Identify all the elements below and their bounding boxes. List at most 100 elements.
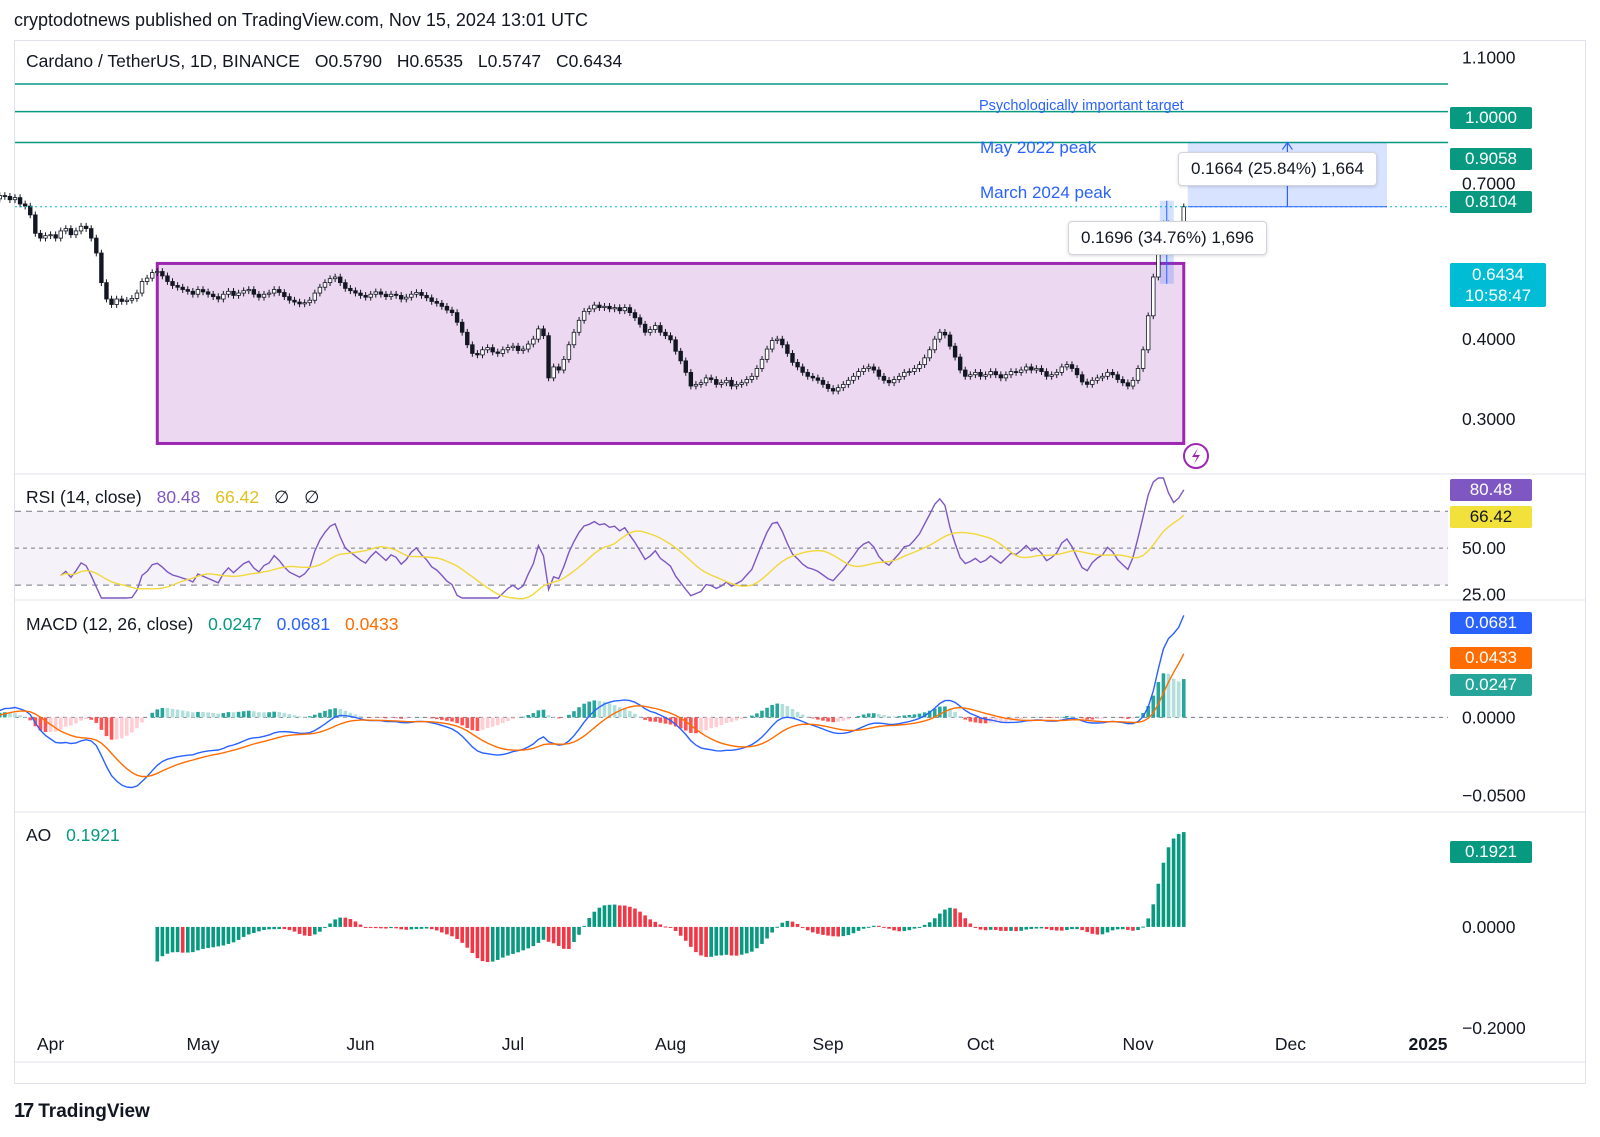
candle[interactable] (1008, 371, 1014, 376)
candle[interactable] (343, 282, 348, 289)
candle[interactable] (754, 368, 760, 377)
candle[interactable] (1140, 349, 1146, 369)
candle[interactable] (180, 286, 185, 290)
candle[interactable] (327, 278, 333, 284)
candle[interactable] (1049, 374, 1054, 377)
candle[interactable] (531, 338, 536, 345)
candle[interactable] (805, 371, 810, 377)
candle[interactable] (907, 371, 912, 373)
candle[interactable] (1125, 382, 1131, 387)
candle[interactable] (922, 357, 927, 366)
candle[interactable] (358, 292, 363, 296)
candle[interactable] (160, 271, 165, 277)
candle[interactable] (520, 348, 526, 351)
candle[interactable] (195, 289, 201, 295)
candle[interactable] (63, 228, 69, 232)
candle[interactable] (505, 347, 511, 351)
candle[interactable] (836, 387, 841, 392)
candle[interactable] (963, 369, 968, 377)
candle[interactable] (373, 291, 378, 295)
candle[interactable] (917, 364, 922, 369)
candle[interactable] (216, 296, 221, 300)
candle[interactable] (277, 289, 282, 293)
candle[interactable] (83, 225, 89, 229)
candle[interactable] (622, 307, 627, 312)
candle[interactable] (683, 360, 688, 373)
candle[interactable] (292, 299, 297, 303)
candle[interactable] (896, 375, 902, 380)
candle[interactable] (1029, 366, 1034, 371)
candle[interactable] (1024, 366, 1029, 371)
candle[interactable] (404, 296, 409, 300)
candle[interactable] (185, 289, 190, 292)
candle[interactable] (515, 345, 521, 351)
candle[interactable] (1115, 374, 1120, 380)
candle[interactable] (541, 328, 546, 337)
candle[interactable] (119, 298, 124, 302)
candle[interactable] (1110, 371, 1115, 376)
candle[interactable] (332, 276, 338, 280)
candle[interactable] (653, 325, 658, 330)
candle[interactable] (1013, 371, 1019, 373)
candle[interactable] (1145, 315, 1151, 351)
candle[interactable] (571, 331, 577, 346)
candle[interactable] (388, 293, 394, 298)
candle[interactable] (1135, 368, 1141, 381)
candle[interactable] (53, 234, 58, 239)
candle[interactable] (1095, 377, 1100, 381)
candle[interactable] (876, 369, 882, 377)
candle[interactable] (200, 289, 206, 293)
candle[interactable] (957, 356, 963, 371)
candle[interactable] (526, 343, 531, 350)
candle[interactable] (190, 290, 196, 295)
candle[interactable] (22, 203, 28, 207)
candle[interactable] (312, 292, 318, 301)
candle[interactable] (302, 302, 307, 305)
candle[interactable] (536, 328, 541, 340)
candle[interactable] (1039, 368, 1044, 372)
candle[interactable] (775, 338, 780, 341)
candle[interactable] (856, 371, 861, 377)
candle[interactable] (490, 347, 495, 353)
candle[interactable] (338, 276, 343, 284)
candle[interactable] (1018, 369, 1024, 373)
footer-logo[interactable]: 17 TradingView (14, 1100, 150, 1123)
candle[interactable] (1074, 368, 1080, 376)
candle[interactable] (124, 299, 129, 302)
candle[interactable] (236, 292, 241, 296)
candle[interactable] (58, 230, 63, 239)
candle[interactable] (561, 358, 567, 371)
candle[interactable] (556, 366, 561, 371)
candle[interactable] (703, 377, 709, 384)
candle[interactable] (866, 366, 871, 369)
candle[interactable] (708, 377, 714, 380)
candle[interactable] (38, 232, 43, 239)
candle[interactable] (663, 331, 668, 337)
candle[interactable] (698, 382, 704, 385)
candle[interactable] (988, 371, 993, 376)
candle[interactable] (566, 344, 572, 360)
candle[interactable] (241, 290, 246, 294)
candle[interactable] (612, 307, 617, 310)
candle[interactable] (251, 289, 257, 295)
candle[interactable] (139, 281, 145, 294)
candle[interactable] (861, 368, 866, 372)
candle[interactable] (434, 301, 439, 304)
candle[interactable] (454, 312, 460, 323)
candle[interactable] (419, 292, 424, 296)
candle[interactable] (271, 289, 277, 294)
candle[interactable] (470, 344, 475, 354)
candle[interactable] (927, 349, 932, 359)
candle[interactable] (495, 351, 500, 354)
candle[interactable] (465, 331, 470, 346)
candle[interactable] (800, 366, 805, 373)
candle[interactable] (485, 347, 490, 351)
candle[interactable] (424, 295, 429, 299)
candle[interactable] (48, 234, 53, 237)
candle[interactable] (43, 235, 48, 239)
candle[interactable] (1085, 381, 1090, 385)
candle[interactable] (114, 298, 119, 305)
consolidation-range-box[interactable] (155, 261, 1186, 445)
candle[interactable] (221, 293, 226, 300)
